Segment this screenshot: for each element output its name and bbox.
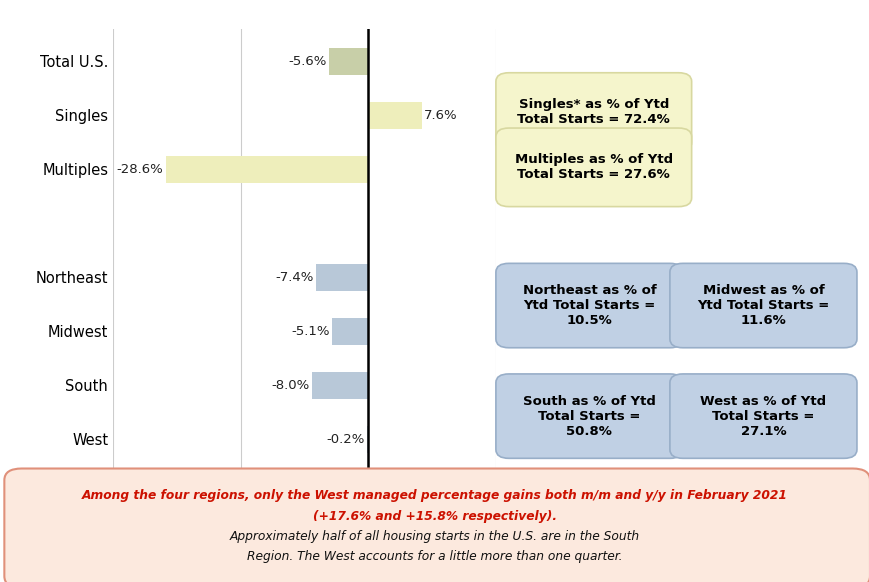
Text: Northeast as % of
Ytd Total Starts =
10.5%: Northeast as % of Ytd Total Starts = 10.…	[522, 284, 655, 327]
Text: Approximately half of all housing starts in the U.S. are in the South: Approximately half of all housing starts…	[229, 530, 640, 543]
Text: 7.6%: 7.6%	[424, 109, 457, 122]
Text: South as % of Ytd
Total Starts =
50.8%: South as % of Ytd Total Starts = 50.8%	[522, 395, 655, 438]
Text: Multiples as % of Ytd
Total Starts = 27.6%: Multiples as % of Ytd Total Starts = 27.…	[514, 153, 672, 182]
Bar	[311, 372, 368, 399]
Text: Midwest as % of
Ytd Total Starts =
11.6%: Midwest as % of Ytd Total Starts = 11.6%	[696, 284, 829, 327]
X-axis label: Ytd % Change: Ytd % Change	[244, 510, 364, 525]
Bar	[367, 425, 368, 453]
Text: -0.2%: -0.2%	[326, 432, 364, 446]
Text: (+17.6% and +15.8% respectively).: (+17.6% and +15.8% respectively).	[313, 510, 556, 523]
Bar	[165, 156, 368, 183]
Bar	[332, 318, 368, 345]
Bar	[328, 48, 368, 75]
Text: -28.6%: -28.6%	[116, 163, 163, 176]
Bar	[315, 264, 368, 291]
Text: -8.0%: -8.0%	[271, 379, 309, 392]
Text: -5.1%: -5.1%	[291, 325, 329, 338]
Text: -5.6%: -5.6%	[288, 55, 326, 68]
Text: West as % of Ytd
Total Starts =
27.1%: West as % of Ytd Total Starts = 27.1%	[700, 395, 826, 438]
Text: -7.4%: -7.4%	[275, 271, 314, 284]
Bar	[368, 102, 421, 129]
Text: Singles* as % of Ytd
Total Starts = 72.4%: Singles* as % of Ytd Total Starts = 72.4…	[517, 98, 669, 126]
Text: Among the four regions, only the West managed percentage gains both m/m and y/y : Among the four regions, only the West ma…	[82, 489, 787, 502]
Text: Region. The West accounts for a little more than one quarter.: Region. The West accounts for a little m…	[247, 551, 622, 563]
